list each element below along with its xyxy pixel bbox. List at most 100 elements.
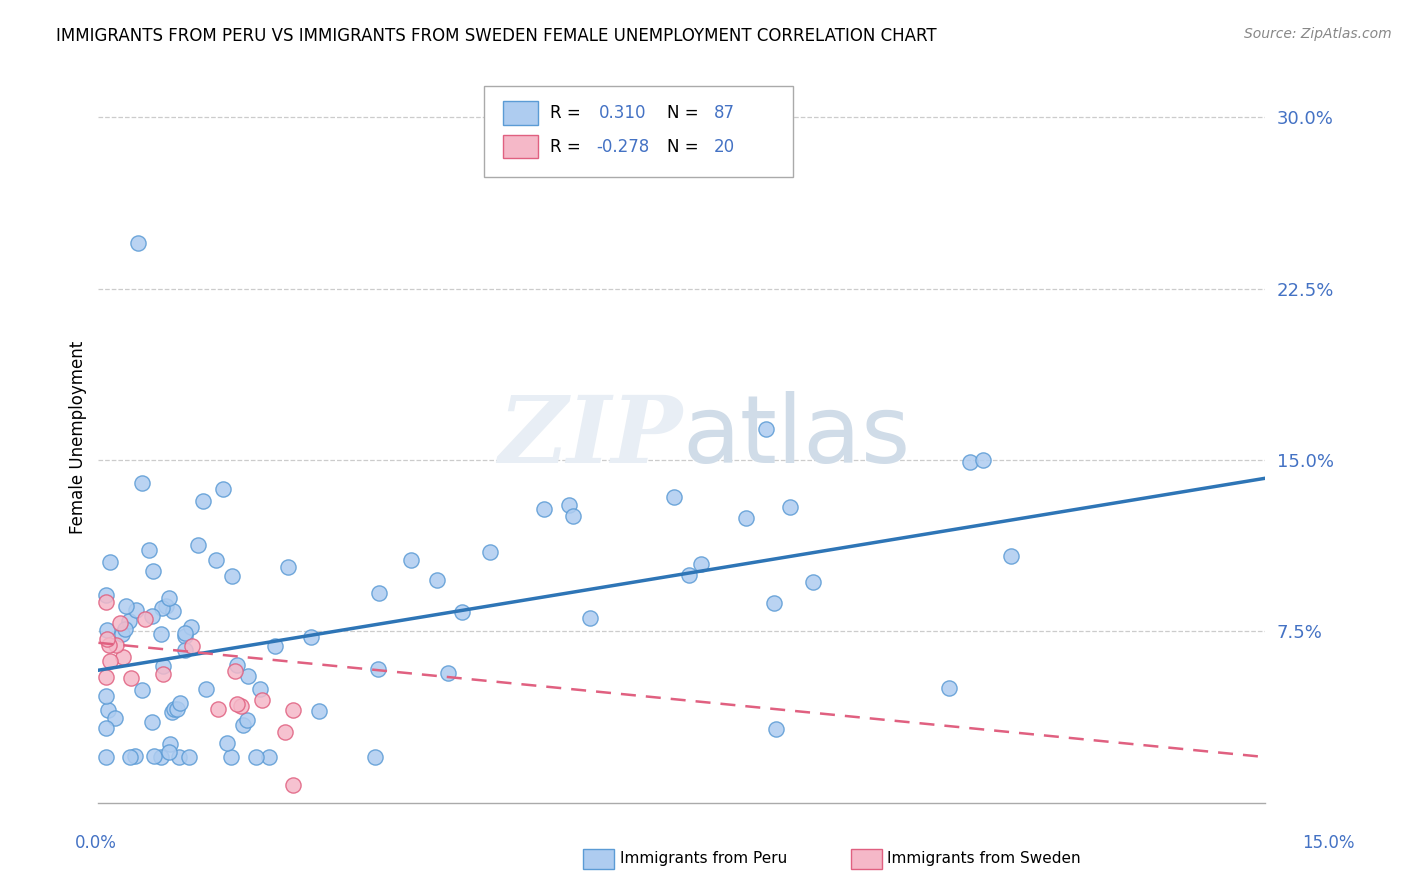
Point xyxy=(734,510,756,524)
Point xyxy=(763,596,786,610)
Point xyxy=(437,665,460,680)
Point xyxy=(755,422,778,436)
Point xyxy=(141,714,163,729)
Point xyxy=(134,612,156,626)
Point xyxy=(96,588,118,602)
Point xyxy=(114,622,136,636)
Point xyxy=(98,555,121,569)
Point xyxy=(118,750,141,764)
Point xyxy=(299,630,322,644)
Point xyxy=(226,657,249,672)
Point xyxy=(143,749,166,764)
Point xyxy=(193,493,215,508)
Point xyxy=(801,574,824,589)
Point xyxy=(157,591,180,606)
Text: -0.278: -0.278 xyxy=(596,137,650,156)
Text: 20: 20 xyxy=(713,137,734,156)
Point xyxy=(231,698,253,713)
Point xyxy=(169,750,191,764)
Point xyxy=(221,569,243,583)
Point xyxy=(180,619,202,633)
Bar xyxy=(503,102,538,125)
Point xyxy=(177,750,200,764)
Point xyxy=(364,750,387,764)
Point xyxy=(174,629,197,643)
Point xyxy=(226,697,249,711)
Text: 0.310: 0.310 xyxy=(599,104,647,122)
Point xyxy=(96,750,118,764)
Point xyxy=(104,638,127,652)
Point xyxy=(194,682,217,697)
Point xyxy=(579,611,602,625)
Point xyxy=(212,482,235,496)
Point xyxy=(124,749,146,764)
Point xyxy=(238,669,260,683)
Point xyxy=(120,671,142,685)
Point xyxy=(104,711,127,725)
Point xyxy=(426,573,449,587)
Point xyxy=(938,681,960,696)
Point xyxy=(959,455,981,469)
Point xyxy=(118,614,141,628)
Text: N =: N = xyxy=(666,137,703,156)
Point xyxy=(96,624,118,638)
Point xyxy=(399,552,422,566)
Text: Immigrants from Peru: Immigrants from Peru xyxy=(620,852,787,866)
Point xyxy=(96,595,118,609)
Point xyxy=(96,689,118,703)
Point xyxy=(169,697,191,711)
Text: N =: N = xyxy=(666,104,703,122)
Text: Immigrants from Sweden: Immigrants from Sweden xyxy=(887,852,1081,866)
Point xyxy=(125,602,148,616)
Text: R =: R = xyxy=(550,104,586,122)
Text: R =: R = xyxy=(550,137,586,156)
Point xyxy=(96,722,118,736)
Y-axis label: Female Unemployment: Female Unemployment xyxy=(69,341,87,533)
Point xyxy=(558,498,581,512)
Point xyxy=(664,490,686,504)
FancyBboxPatch shape xyxy=(484,86,793,178)
Point xyxy=(224,665,246,679)
Point xyxy=(205,553,228,567)
Point xyxy=(131,682,153,697)
Point xyxy=(127,235,149,250)
Point xyxy=(249,681,271,696)
Point xyxy=(155,599,177,614)
Point xyxy=(274,725,297,739)
Point xyxy=(152,659,174,673)
Point xyxy=(166,702,188,716)
Bar xyxy=(503,135,538,159)
Point xyxy=(281,703,304,717)
Point xyxy=(264,640,287,654)
Point xyxy=(181,639,204,653)
Point xyxy=(173,643,195,657)
Point xyxy=(141,609,163,624)
Point xyxy=(160,705,183,719)
Text: ZIP: ZIP xyxy=(498,392,682,482)
Point xyxy=(159,737,181,751)
Point xyxy=(131,476,153,491)
Point xyxy=(142,564,165,578)
Point xyxy=(257,750,280,764)
Point xyxy=(138,543,160,558)
Text: 0.0%: 0.0% xyxy=(75,834,117,852)
Point xyxy=(162,604,184,618)
Point xyxy=(152,600,174,615)
Point xyxy=(98,654,121,668)
Point xyxy=(163,702,186,716)
Point xyxy=(96,670,118,684)
Point xyxy=(1000,549,1022,563)
Point xyxy=(149,750,172,764)
Point xyxy=(450,605,472,619)
Point xyxy=(157,746,180,760)
Point xyxy=(678,568,700,582)
Point xyxy=(97,703,120,717)
Point xyxy=(367,586,389,600)
Point xyxy=(533,501,555,516)
Point xyxy=(111,627,134,641)
Point xyxy=(232,718,254,732)
Point xyxy=(765,722,787,736)
Point xyxy=(98,638,121,652)
Text: Source: ZipAtlas.com: Source: ZipAtlas.com xyxy=(1244,27,1392,41)
Point xyxy=(561,509,583,524)
